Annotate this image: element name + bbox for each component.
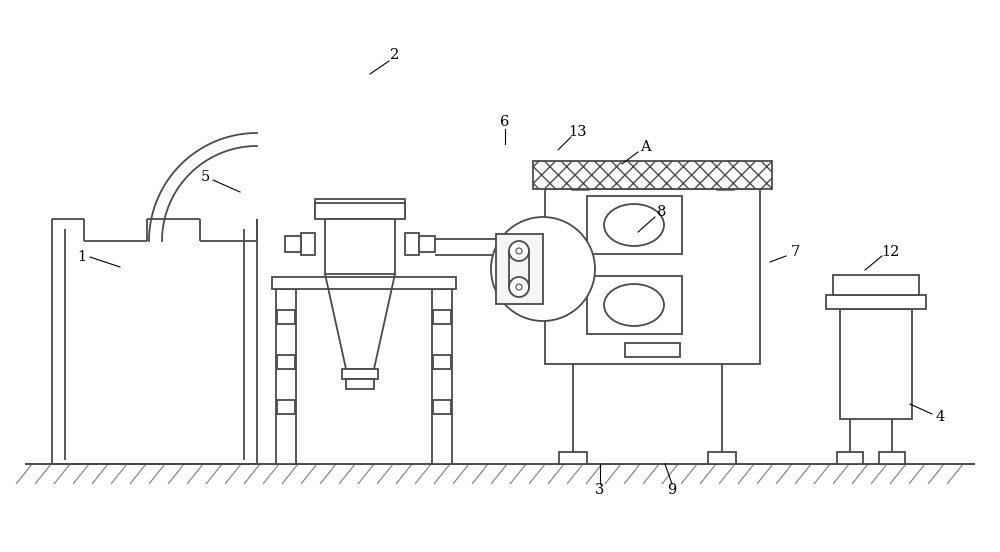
Ellipse shape: [604, 204, 664, 246]
Text: 8: 8: [657, 205, 667, 219]
Bar: [432, 289, 452, 464]
Bar: [277, 400, 295, 414]
Bar: [559, 452, 587, 464]
Bar: [276, 289, 296, 464]
Bar: [587, 196, 682, 254]
Bar: [590, 230, 638, 250]
Text: A: A: [640, 140, 650, 154]
Text: 13: 13: [569, 125, 587, 139]
Bar: [419, 236, 435, 252]
Bar: [826, 295, 926, 309]
Bar: [285, 236, 301, 252]
Bar: [837, 452, 863, 464]
Bar: [315, 199, 405, 217]
Circle shape: [516, 248, 522, 254]
Bar: [346, 379, 374, 389]
Bar: [625, 343, 680, 357]
Bar: [533, 161, 772, 189]
Bar: [433, 400, 451, 414]
Bar: [433, 310, 451, 324]
Circle shape: [509, 277, 529, 297]
Text: 5: 5: [200, 170, 210, 184]
Text: 1: 1: [77, 250, 87, 264]
Text: 12: 12: [881, 245, 899, 259]
Bar: [301, 233, 315, 255]
Bar: [840, 309, 912, 419]
Circle shape: [491, 217, 595, 321]
Bar: [879, 452, 905, 464]
Bar: [277, 310, 295, 324]
Text: 7: 7: [790, 245, 800, 259]
Ellipse shape: [604, 284, 664, 326]
Bar: [272, 277, 456, 289]
Bar: [708, 452, 736, 464]
Bar: [342, 369, 378, 379]
Bar: [315, 203, 405, 219]
Bar: [405, 233, 419, 255]
Bar: [277, 355, 295, 369]
Bar: [833, 275, 919, 295]
Text: 9: 9: [667, 483, 677, 497]
Bar: [496, 234, 543, 304]
Text: 6: 6: [500, 115, 510, 129]
Text: 4: 4: [935, 410, 945, 424]
Text: 3: 3: [595, 483, 605, 497]
Bar: [433, 355, 451, 369]
Circle shape: [516, 284, 522, 290]
Circle shape: [509, 241, 529, 261]
Text: 2: 2: [390, 48, 400, 62]
Bar: [587, 276, 682, 334]
Bar: [545, 189, 760, 364]
Bar: [325, 219, 395, 274]
